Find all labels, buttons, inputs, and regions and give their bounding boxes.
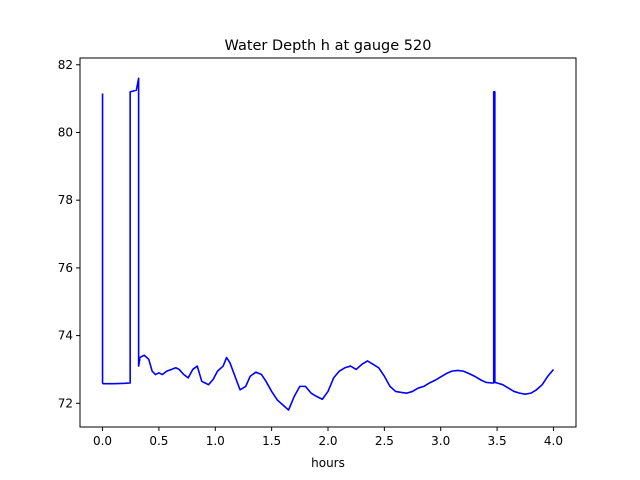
x-tick-label: 0.5 — [149, 434, 168, 448]
y-tick-label: 82 — [58, 58, 73, 72]
x-tick-label: 2.5 — [375, 434, 394, 448]
x-axis-label: hours — [311, 456, 345, 470]
axes-frame — [79, 57, 577, 428]
y-tick-label: 76 — [58, 261, 73, 275]
x-tick-label: 1.0 — [206, 434, 225, 448]
y-axis: 72 74 76 78 80 82 — [58, 58, 80, 410]
x-tick-label: 3.5 — [488, 434, 507, 448]
y-tick-label: 80 — [58, 125, 73, 139]
x-tick-label: 0.0 — [93, 434, 112, 448]
y-tick-label: 72 — [58, 396, 73, 410]
x-axis: 0.0 0.5 1.0 1.5 2.0 2.5 3.0 3.5 4.0 — [93, 427, 563, 448]
x-tick-label: 2.0 — [318, 434, 337, 448]
x-tick-label: 1.5 — [262, 434, 281, 448]
chart-title: Water Depth h at gauge 520 — [225, 38, 432, 54]
x-tick-label: 3.0 — [431, 434, 450, 448]
x-tick-label: 4.0 — [544, 434, 563, 448]
series-line-0 — [101, 77, 555, 411]
y-tick-label: 78 — [58, 193, 73, 207]
plot-area — [101, 77, 555, 411]
y-tick-label: 74 — [58, 329, 73, 343]
